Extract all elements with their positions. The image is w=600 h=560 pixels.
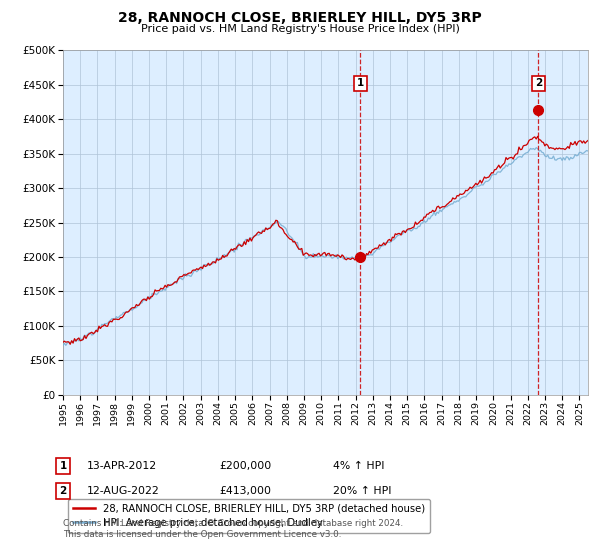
- Text: 1: 1: [59, 461, 67, 471]
- Text: This data is licensed under the Open Government Licence v3.0.: This data is licensed under the Open Gov…: [63, 530, 341, 539]
- Text: 4% ↑ HPI: 4% ↑ HPI: [333, 461, 385, 471]
- Text: 13-APR-2012: 13-APR-2012: [87, 461, 157, 471]
- Text: £413,000: £413,000: [219, 486, 271, 496]
- Text: Price paid vs. HM Land Registry's House Price Index (HPI): Price paid vs. HM Land Registry's House …: [140, 24, 460, 34]
- Text: 1: 1: [357, 78, 364, 88]
- Text: 12-AUG-2022: 12-AUG-2022: [87, 486, 160, 496]
- Text: 2: 2: [59, 486, 67, 496]
- Legend: 28, RANNOCH CLOSE, BRIERLEY HILL, DY5 3RP (detached house), HPI: Average price, : 28, RANNOCH CLOSE, BRIERLEY HILL, DY5 3R…: [68, 499, 430, 533]
- Text: 20% ↑ HPI: 20% ↑ HPI: [333, 486, 392, 496]
- Text: £200,000: £200,000: [219, 461, 271, 471]
- Text: Contains HM Land Registry data © Crown copyright and database right 2024.: Contains HM Land Registry data © Crown c…: [63, 519, 403, 528]
- Text: 2: 2: [535, 78, 542, 88]
- Text: 28, RANNOCH CLOSE, BRIERLEY HILL, DY5 3RP: 28, RANNOCH CLOSE, BRIERLEY HILL, DY5 3R…: [118, 11, 482, 25]
